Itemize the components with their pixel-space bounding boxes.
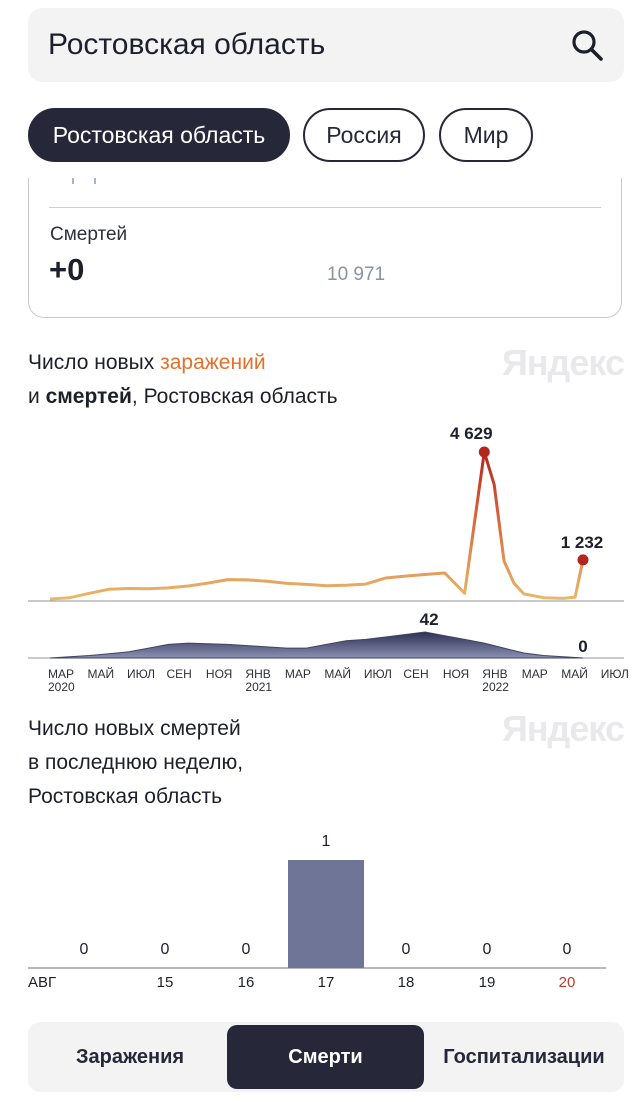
x-tick-year: 2020 bbox=[48, 680, 75, 694]
weekly-category-label: 18 bbox=[398, 974, 415, 991]
weekly-category-label: АВГ bbox=[28, 974, 56, 991]
region-chip-russia[interactable]: Россия bbox=[303, 108, 425, 162]
weekly-category-label: 19 bbox=[479, 974, 496, 991]
search-icon[interactable] bbox=[570, 28, 604, 62]
weekly-title-line: Ростовская область bbox=[28, 785, 223, 808]
x-tick-label: ЯНВ bbox=[245, 667, 270, 681]
weekly-value-label: 0 bbox=[242, 941, 251, 958]
x-tick-label: СЕН bbox=[403, 667, 428, 681]
region-chip-rostov[interactable]: Ростовская область bbox=[28, 108, 290, 162]
yandex-watermark: Яндекс bbox=[501, 708, 625, 749]
yandex-watermark: Яндекс bbox=[501, 342, 625, 383]
weekly-category-label: 17 bbox=[318, 974, 335, 991]
deaths-last-label: 0 bbox=[578, 637, 587, 656]
weekly-deaths-chart[interactable]: 0 АВГ 0 15 0 16 1 17 0 18 0 19 0 20 bbox=[0, 830, 640, 1000]
weekly-bar bbox=[288, 860, 364, 968]
weekly-value-label: 0 bbox=[80, 941, 89, 958]
deaths-total-value: 10 971 bbox=[327, 264, 386, 285]
infections-peak-marker bbox=[478, 446, 490, 458]
deaths-new-value: +0 bbox=[49, 252, 85, 287]
x-tick-label: ИЮЛ bbox=[364, 667, 392, 681]
x-tick-year: 2022 bbox=[482, 680, 509, 694]
title-text: и bbox=[28, 385, 46, 408]
x-tick-label: ИЮЛ bbox=[601, 667, 629, 681]
x-tick-label: МАЙ bbox=[324, 666, 351, 681]
title-text: Число новых bbox=[28, 351, 161, 374]
deaths-label: Смертей bbox=[50, 224, 128, 245]
x-tick-label: НОЯ bbox=[206, 667, 232, 681]
search-bar[interactable]: Ростовская область bbox=[28, 8, 624, 82]
x-tick-label: МАЙ bbox=[87, 666, 114, 681]
weekly-category-label: 20 bbox=[559, 974, 576, 991]
deaths-area bbox=[49, 631, 584, 659]
x-tick-label: МАР bbox=[48, 667, 74, 681]
x-tick-label: ЯНВ bbox=[482, 667, 507, 681]
x-tick-label: НОЯ bbox=[443, 667, 469, 681]
search-input[interactable]: Ростовская область bbox=[48, 28, 326, 61]
metric-tabs: Заражения Смерти Госпитализации bbox=[28, 1022, 624, 1092]
infections-last-label: 1 232 bbox=[561, 533, 604, 552]
x-tick-year: 2021 bbox=[245, 680, 272, 694]
region-chip-world[interactable]: Мир bbox=[439, 108, 533, 162]
x-tick-label: ИЮЛ bbox=[127, 667, 155, 681]
weekly-value-label: 0 bbox=[483, 941, 492, 958]
weekly-value-label: 0 bbox=[161, 941, 170, 958]
weekly-value-label: 1 bbox=[322, 833, 331, 850]
x-tick-label: СЕН bbox=[166, 667, 191, 681]
infections-last-marker bbox=[577, 554, 589, 566]
x-tick-label: МАР bbox=[522, 667, 548, 681]
weekly-title-line: Число новых смертей bbox=[28, 717, 241, 740]
title-text: , Ростовская область bbox=[131, 385, 338, 408]
stats-card: Смертей +0 10 971 bbox=[28, 178, 622, 318]
weekly-value-label: 0 bbox=[563, 941, 572, 958]
weekly-title-line: в последнюю неделю, bbox=[28, 751, 244, 774]
weekly-bars: 0 АВГ 0 15 0 16 1 17 0 18 0 19 0 20 bbox=[28, 833, 575, 991]
deaths-peak-label: 42 bbox=[420, 610, 439, 629]
weekly-chart-title: Число новых смертей в последнюю неделю, … bbox=[28, 712, 243, 814]
weekly-category-label: 15 bbox=[157, 974, 174, 991]
sparkline-fragment bbox=[72, 178, 96, 184]
title-infections: заражений bbox=[160, 351, 266, 374]
weekly-value-label: 0 bbox=[402, 941, 411, 958]
infections-peak-label: 4 629 bbox=[450, 424, 493, 443]
main-chart-title: Число новых заражений и смертей, Ростовс… bbox=[28, 346, 338, 414]
tab-deaths[interactable]: Смерти bbox=[227, 1025, 424, 1089]
x-tick-label: МАР bbox=[285, 667, 311, 681]
tab-infections[interactable]: Заражения bbox=[75, 1046, 185, 1068]
tab-hospitalizations[interactable]: Госпитализации bbox=[443, 1046, 605, 1068]
weekly-category-label: 16 bbox=[238, 974, 255, 991]
card-divider bbox=[49, 207, 601, 208]
infections-line bbox=[49, 450, 585, 601]
x-tick-label: МАЙ bbox=[561, 666, 588, 681]
title-deaths: смертей bbox=[45, 385, 132, 408]
